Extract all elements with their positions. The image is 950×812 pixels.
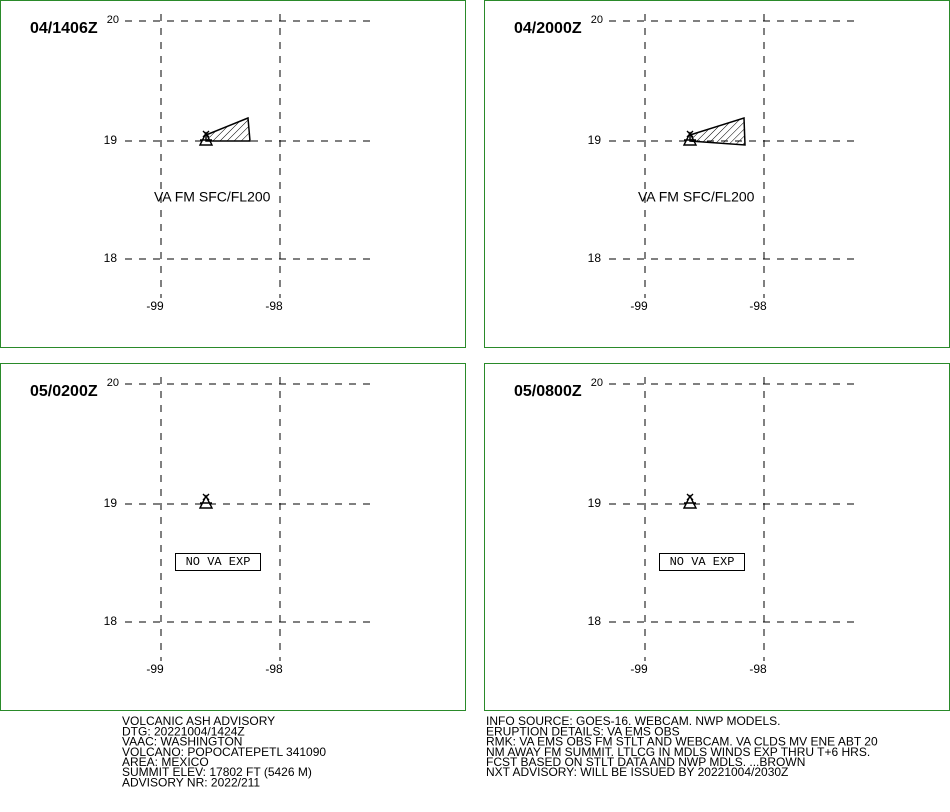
longitude-label: -98 xyxy=(749,299,767,313)
latitude-label: 18 xyxy=(588,614,602,628)
advisory-text: SUMMIT ELEV: 17802 FT (5426 M) xyxy=(122,765,312,779)
advisory-text: ERUPTION DETAILS: VA EMS OBS xyxy=(486,724,680,738)
volcano-symbol xyxy=(198,130,214,146)
latitude-label: 19 xyxy=(588,133,602,147)
longitude-label: -99 xyxy=(630,299,648,313)
latitude-label: 18 xyxy=(588,251,602,265)
latitude-label: 20 xyxy=(591,14,603,26)
valid-time: 04/1406Z xyxy=(30,20,98,37)
advisory-text: RMK: VA EMS OBS FM STLT AND WEBCAM. VA C… xyxy=(486,735,878,749)
latitude-label: 18 xyxy=(104,251,118,265)
latitude-label: 19 xyxy=(104,496,118,510)
advisory-text: NM AWAY FM SUMMIT. LTLCG IN MDLS WINDS E… xyxy=(486,745,870,759)
advisory-text: VOLCANIC ASH ADVISORY xyxy=(122,714,275,728)
latitude-label: 20 xyxy=(107,377,119,389)
valid-time: 05/0800Z xyxy=(514,383,582,400)
volcano-symbol xyxy=(198,493,214,509)
ash-area xyxy=(205,116,251,142)
advisory-text: VAAC: WASHINGTON xyxy=(122,735,242,749)
ash-label: NO VA EXP xyxy=(186,555,251,569)
map-panel: 20 19 18 -99 -98 04/2000Z VA FM SFC/FL200 xyxy=(484,0,950,348)
panel-border xyxy=(0,0,466,348)
ash-label: NO VA EXP xyxy=(670,555,735,569)
volcano-symbol xyxy=(682,493,698,509)
panel-border xyxy=(0,363,466,711)
advisory-text: NXT ADVISORY: WILL BE ISSUED BY 20221004… xyxy=(486,765,788,779)
ash-label: VA FM SFC/FL200 xyxy=(154,189,271,205)
valid-time: 05/0200Z xyxy=(30,383,98,400)
longitude-label: -98 xyxy=(265,662,283,676)
latitude-label: 20 xyxy=(107,14,119,26)
volcano-symbol xyxy=(682,130,698,146)
label-box xyxy=(175,553,261,571)
advisory-text: ADVISORY NR: 2022/211 xyxy=(122,775,260,789)
valid-time: 04/2000Z xyxy=(514,20,582,37)
map-panel: 20 19 18 -99 -98 05/0800Z NO VA EXP xyxy=(484,363,950,711)
advisory-text: FCST BASED ON STLT DATA AND NWP MDLS. ..… xyxy=(486,755,805,769)
longitude-label: -99 xyxy=(630,662,648,676)
longitude-label: -98 xyxy=(265,299,283,313)
map-panel: 20 19 18 -99 -98 05/0200Z NO VA EXP xyxy=(0,363,466,711)
map-panel: 20 19 18 -99 -98 04/1406Z VA FM SFC/FL200 xyxy=(0,0,466,348)
latitude-label: 20 xyxy=(591,377,603,389)
label-box xyxy=(659,553,745,571)
longitude-label: -99 xyxy=(146,299,164,313)
latitude-label: 18 xyxy=(104,614,118,628)
advisory-text: DTG: 20221004/1424Z xyxy=(122,724,245,738)
advisory-text: AREA: MEXICO xyxy=(122,755,209,769)
advisory-text: VOLCANO: POPOCATEPETL 341090 xyxy=(122,745,326,759)
longitude-label: -99 xyxy=(146,662,164,676)
advisory-text: INFO SOURCE: GOES-16. WEBCAM. NWP MODELS… xyxy=(486,714,781,728)
latitude-label: 19 xyxy=(588,496,602,510)
ash-area xyxy=(689,116,746,146)
latitude-label: 19 xyxy=(104,133,118,147)
longitude-label: -98 xyxy=(749,662,767,676)
ash-label: VA FM SFC/FL200 xyxy=(638,189,755,205)
